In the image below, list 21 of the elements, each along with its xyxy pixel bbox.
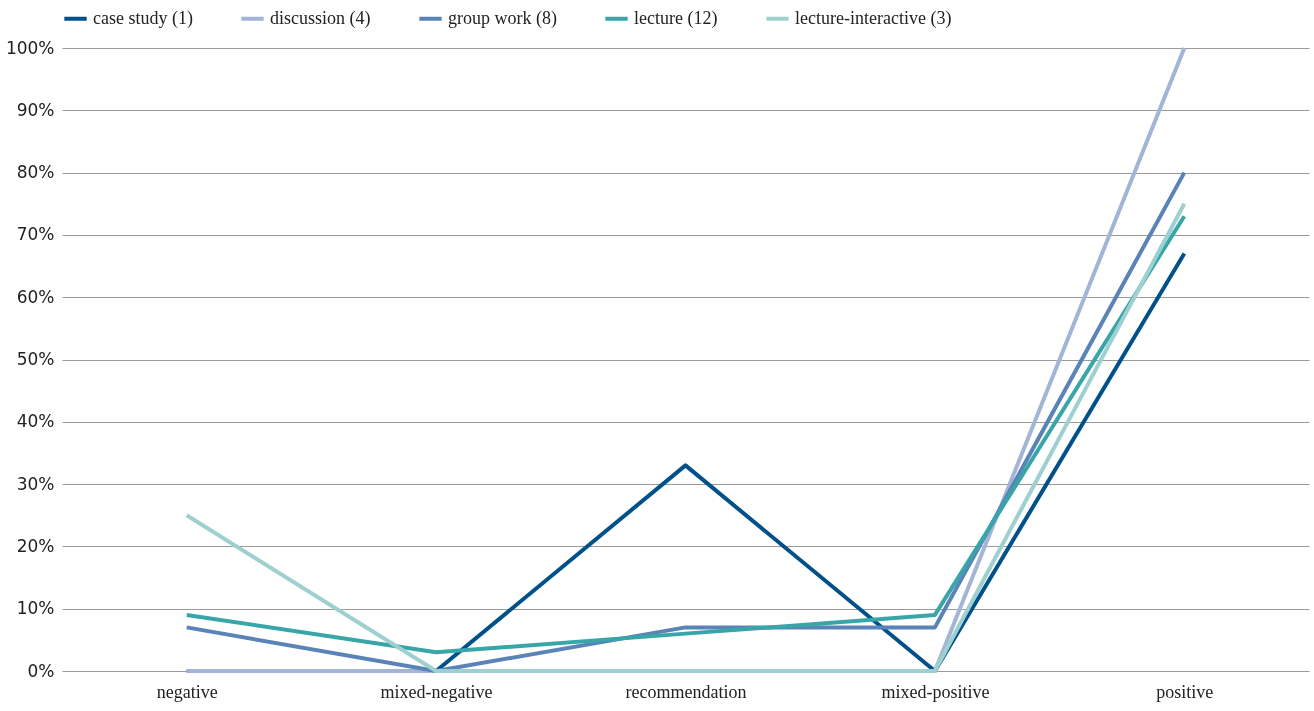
y-tick-label: 10% [16, 598, 55, 619]
x-tick-label: positive [1156, 681, 1214, 702]
legend-label: discussion (4) [270, 7, 371, 29]
y-tick-label: 20% [16, 535, 55, 556]
y-tick-label: 30% [16, 473, 55, 494]
y-tick-label: 80% [16, 162, 55, 183]
y-tick-label: 40% [16, 411, 55, 432]
legend-label: lecture-interactive (3) [795, 7, 952, 29]
x-tick-label: mixed-positive [881, 681, 990, 702]
y-tick-label: 90% [16, 99, 55, 120]
x-tick-label: mixed-negative [380, 681, 493, 702]
x-tick-label: negative [156, 681, 218, 702]
x-tick-label: recommendation [625, 681, 747, 702]
y-tick-label: 100% [5, 37, 55, 58]
y-tick-label: 60% [16, 286, 55, 307]
legend-label: case study (1) [93, 7, 193, 29]
legend-label: group work (8) [448, 7, 557, 29]
legend-label: lecture (12) [634, 7, 718, 29]
y-tick-label: 50% [16, 349, 55, 369]
y-tick-label: 0% [27, 660, 55, 681]
y-tick-label: 70% [16, 224, 55, 245]
